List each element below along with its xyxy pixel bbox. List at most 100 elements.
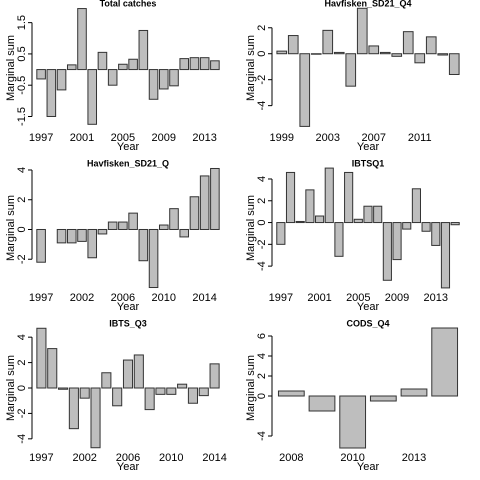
y-tick-label: -1.5 <box>16 107 28 126</box>
bar <box>400 388 428 397</box>
bar <box>169 69 179 87</box>
y-tick-label: 2 <box>16 197 28 203</box>
bar <box>324 167 334 224</box>
bar <box>179 58 190 71</box>
y-tick-label: 4 <box>16 334 28 340</box>
bar <box>66 228 77 244</box>
bar <box>58 387 69 390</box>
bar <box>36 69 46 80</box>
y-tick-label: 4 <box>256 176 268 182</box>
x-tick-label: 2001 <box>70 132 94 144</box>
bar <box>46 69 57 117</box>
bar <box>87 69 98 125</box>
bar <box>287 35 299 55</box>
x-tick-label: 2008 <box>279 452 303 464</box>
bar <box>133 354 144 389</box>
y-tick-label: 6 <box>256 333 268 339</box>
y-tick-label: 0 <box>256 219 268 225</box>
x-tick-label: 2013 <box>424 292 448 304</box>
bar <box>66 64 77 71</box>
bar <box>363 205 373 224</box>
bar <box>299 53 311 127</box>
bar <box>122 359 134 389</box>
bar <box>450 222 460 226</box>
bar <box>210 167 220 230</box>
y-tick-label: 4 <box>16 167 28 173</box>
bar <box>155 387 166 395</box>
panel-title: IBTSQ1 <box>352 158 385 168</box>
bar <box>276 50 288 55</box>
bar <box>90 387 101 449</box>
x-axis-label: Year <box>117 141 140 153</box>
x-tick-label: 2002 <box>72 452 96 464</box>
bar <box>87 228 98 259</box>
bar <box>379 51 391 55</box>
x-tick-label: 2010 <box>159 452 183 464</box>
bar <box>276 222 286 245</box>
x-tick-label: 2013 <box>402 452 426 464</box>
bar <box>36 327 47 389</box>
panel-title: CODS_Q4 <box>346 318 389 328</box>
bar <box>158 224 169 230</box>
bar <box>79 387 90 399</box>
bar <box>77 8 87 71</box>
x-axis-label: Year <box>357 461 380 473</box>
y-axis-label: Marginal sum <box>245 195 257 261</box>
y-tick-label: -0.5 <box>16 76 28 95</box>
x-tick-label: 2014 <box>192 292 216 304</box>
bar <box>448 53 460 75</box>
x-tick-label: 2006 <box>116 452 140 464</box>
bar <box>56 69 67 91</box>
bar <box>101 372 112 389</box>
bar <box>169 208 179 230</box>
x-tick-label: 2001 <box>307 292 331 304</box>
bar <box>47 348 58 389</box>
bar <box>56 228 67 244</box>
y-tick-label: 1.5 <box>16 15 28 30</box>
y-tick-label: 4 <box>256 353 268 359</box>
panel-title: Havfisken_SD21_Q4 <box>324 0 411 8</box>
bar <box>414 53 426 64</box>
x-tick-label: 2009 <box>385 292 409 304</box>
bar <box>431 222 441 246</box>
bar <box>189 57 200 71</box>
bar <box>107 221 118 230</box>
x-axis-label: Year <box>357 301 380 313</box>
bar <box>148 69 159 100</box>
bar <box>128 58 138 71</box>
bar <box>148 228 159 289</box>
bar <box>198 387 209 397</box>
bar <box>392 222 402 261</box>
y-tick-label: -4 <box>256 431 268 441</box>
x-axis-label: Year <box>357 141 380 153</box>
bar <box>368 45 380 55</box>
x-tick-label: 1997 <box>269 292 293 304</box>
y-tick-label: 0 <box>256 51 268 57</box>
bar <box>322 29 334 55</box>
y-tick-label: -2 <box>256 239 268 249</box>
bar <box>128 212 138 230</box>
bar <box>179 228 190 238</box>
x-tick-label: 1997 <box>29 292 53 304</box>
bar <box>402 222 412 230</box>
y-tick-label: 2 <box>256 25 268 31</box>
x-tick-label: 2003 <box>316 132 340 144</box>
y-tick-label: 0.5 <box>16 46 28 61</box>
bar <box>138 29 149 71</box>
bar <box>144 387 155 411</box>
bar <box>68 387 79 430</box>
bar <box>166 387 177 395</box>
bar <box>315 215 325 224</box>
bar <box>277 390 305 397</box>
bar <box>431 327 459 397</box>
panel-title: Havfisken_SD21_Q <box>87 158 169 168</box>
y-tick-label: 2 <box>16 360 28 366</box>
y-tick-label: 0 <box>256 393 268 399</box>
x-tick-label: 2014 <box>202 452 226 464</box>
bar <box>295 220 305 224</box>
y-axis-label: Marginal sum <box>5 195 17 261</box>
bar <box>402 31 414 55</box>
bar <box>391 53 403 57</box>
y-tick-label: 2 <box>256 198 268 204</box>
